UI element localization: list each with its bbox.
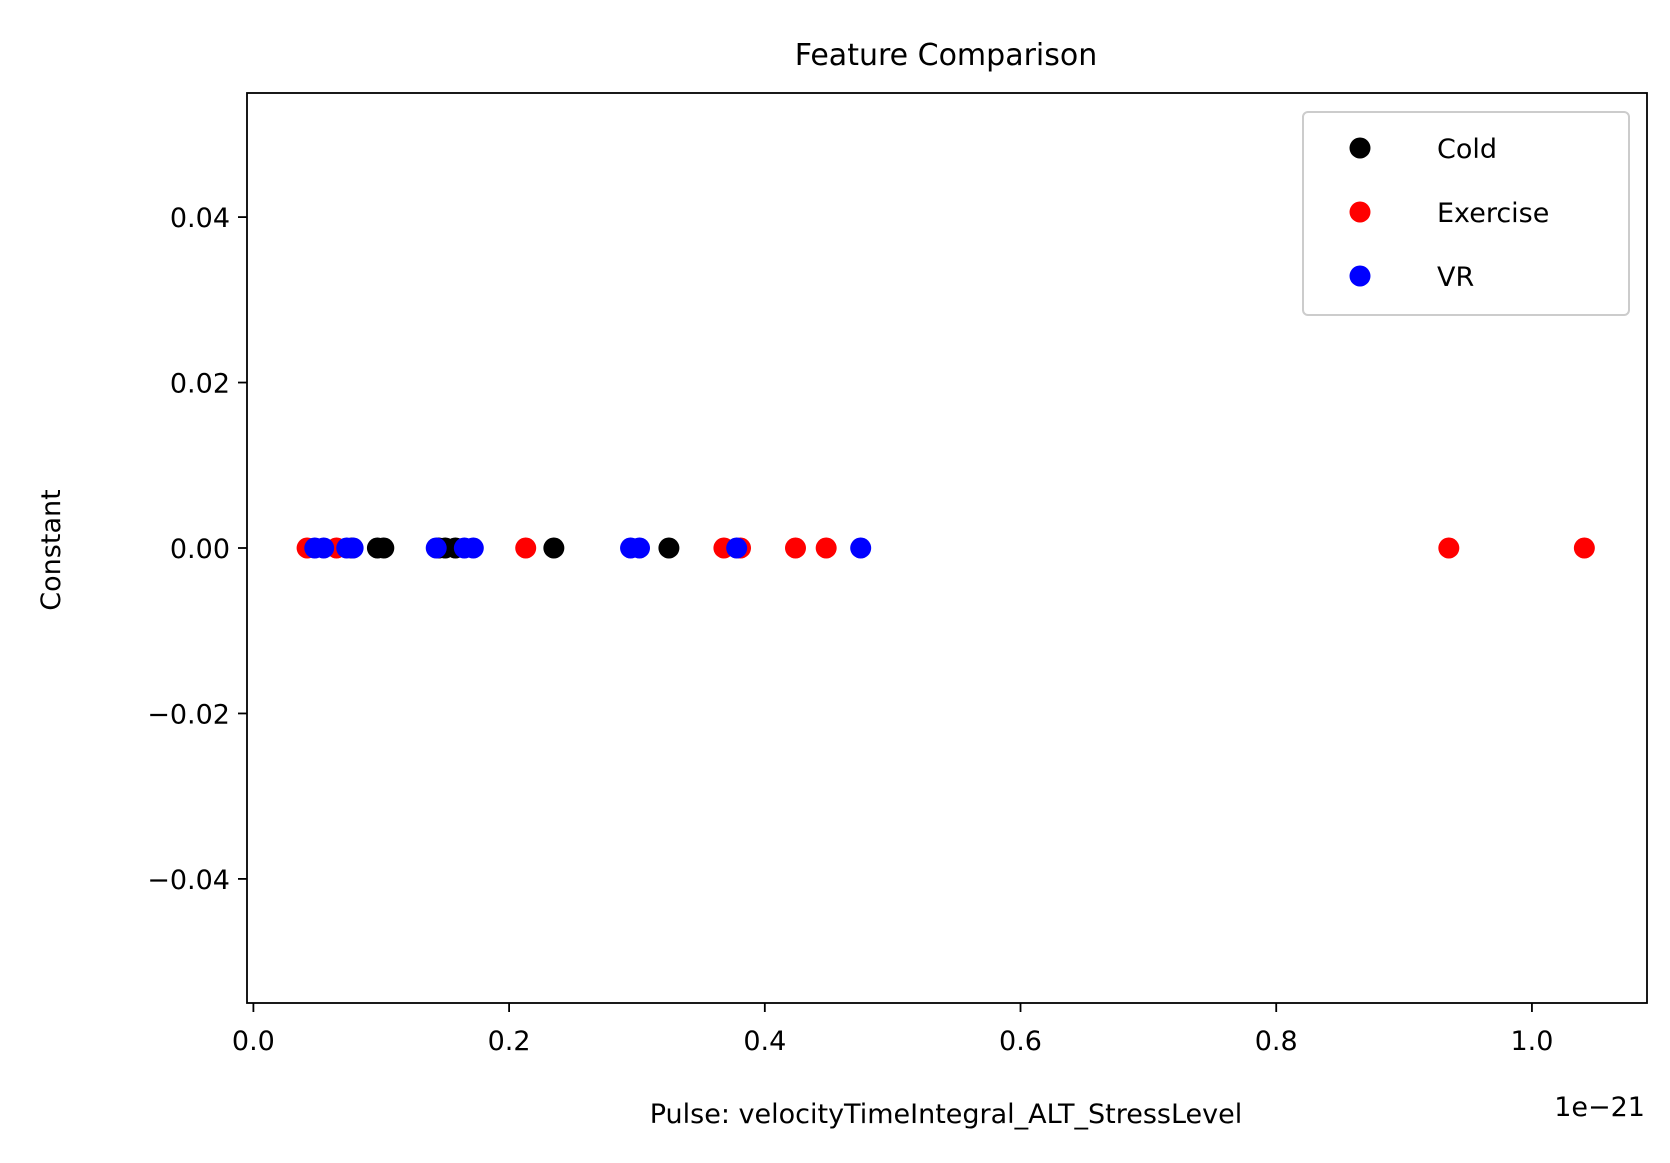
x-tick-label: 0.2 [488, 1026, 531, 1057]
data-point-exercise [815, 537, 837, 559]
data-points-layer [296, 537, 1595, 559]
legend: Cold Exercise VR [1302, 111, 1630, 316]
data-point-cold [373, 537, 395, 559]
x-axis-offset-label: 1e−21 [1554, 1092, 1645, 1123]
data-point-exercise [1573, 537, 1595, 559]
data-point-cold [543, 537, 565, 559]
y-tick-label: −0.02 [147, 699, 230, 730]
data-point-vr [462, 537, 484, 559]
x-tick-label: 1.0 [1510, 1026, 1553, 1057]
y-tick-label: 0.04 [170, 203, 230, 234]
legend-box [1302, 111, 1630, 316]
legend-entries: Cold Exercise VR [1349, 134, 1549, 293]
legend-marker-cold [1349, 137, 1371, 159]
x-tick-label: 0.6 [999, 1026, 1042, 1057]
series-vr [304, 537, 872, 559]
y-axis-ticks: 0.04 0.02 0.00 −0.02 −0.04 [147, 203, 247, 896]
legend-marker-vr [1349, 265, 1371, 287]
legend-label-cold: Cold [1437, 134, 1497, 165]
data-point-exercise [784, 537, 806, 559]
y-tick-label: 0.02 [170, 369, 230, 400]
data-point-vr [726, 537, 748, 559]
data-point-vr [850, 537, 872, 559]
legend-label-vr: VR [1437, 262, 1474, 293]
data-point-exercise [515, 537, 537, 559]
legend-marker-exercise [1349, 201, 1371, 223]
data-point-vr [313, 537, 335, 559]
data-point-cold [658, 537, 680, 559]
legend-label-exercise: Exercise [1437, 198, 1549, 229]
y-axis-label: Constant [36, 489, 67, 610]
x-tick-label: 0.8 [1255, 1026, 1298, 1057]
data-point-vr [342, 537, 364, 559]
x-tick-label: 0.0 [232, 1026, 275, 1057]
data-point-exercise [1438, 537, 1460, 559]
data-point-vr [629, 537, 651, 559]
x-tick-label: 0.4 [743, 1026, 786, 1057]
x-axis-label: Pulse: velocityTimeIntegral_ALT_StressLe… [650, 1099, 1242, 1130]
x-axis-ticks: 0.0 0.2 0.4 0.6 0.8 1.0 [232, 1003, 1553, 1057]
y-tick-label: 0.00 [170, 534, 230, 565]
data-point-vr [425, 537, 447, 559]
chart-title: Feature Comparison [795, 38, 1098, 73]
y-tick-label: −0.04 [147, 865, 230, 896]
